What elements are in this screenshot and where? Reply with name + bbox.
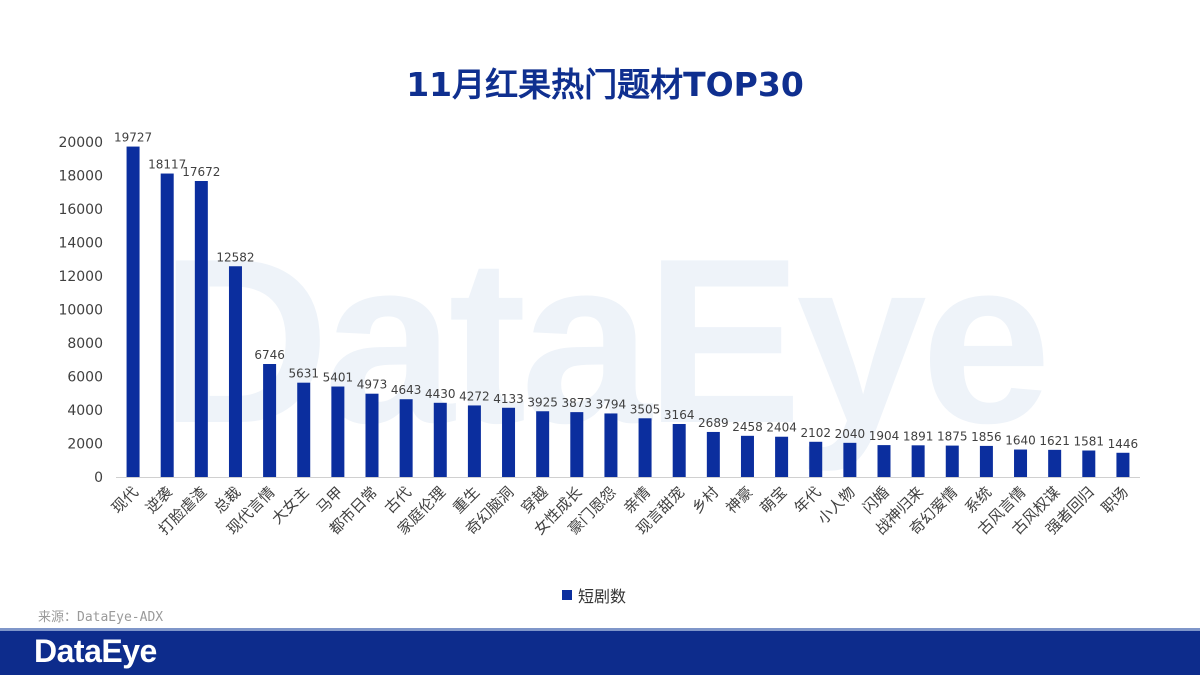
bar [706, 431, 720, 477]
legend-swatch [562, 590, 572, 600]
y-tick-label: 12000 [58, 269, 103, 285]
source-note: 来源：DataEye-ADX [38, 610, 164, 625]
bar [365, 393, 379, 477]
data-label: 2458 [732, 420, 763, 434]
x-tick-label: 现代 [108, 483, 142, 517]
x-tick-label: 大女主 [268, 483, 313, 528]
data-label: 1891 [903, 429, 934, 443]
y-tick-label: 4000 [67, 403, 103, 419]
bar [911, 445, 925, 477]
data-label: 1446 [1108, 437, 1139, 451]
chart-title: 11月红果热门题材TOP30 [406, 65, 804, 104]
x-tick-label: 小人物 [814, 483, 859, 528]
bar [945, 445, 959, 477]
data-label: 2040 [835, 427, 866, 441]
bar [1116, 452, 1130, 477]
data-label: 3925 [527, 395, 558, 409]
data-label: 3873 [562, 396, 593, 410]
data-label: 2102 [800, 426, 831, 440]
data-label: 1875 [937, 430, 968, 444]
bar [160, 173, 174, 477]
data-label: 4272 [459, 389, 490, 403]
data-label: 1856 [971, 430, 1002, 444]
y-tick-label: 10000 [58, 303, 103, 319]
y-tick-label: 16000 [58, 202, 103, 218]
data-label: 5401 [323, 371, 354, 385]
bar [467, 405, 481, 477]
x-tick-label: 神豪 [722, 483, 756, 517]
bar [877, 445, 891, 477]
bar [399, 399, 413, 477]
data-label: 2689 [698, 416, 729, 430]
data-label: 2404 [766, 421, 797, 435]
data-label: 19727 [114, 131, 152, 145]
x-tick-label: 萌宝 [756, 483, 790, 517]
x-tick-label: 乡村 [688, 483, 722, 517]
data-label: 3164 [664, 408, 695, 422]
data-label: 6746 [254, 348, 285, 362]
bar [979, 445, 993, 477]
brand-logo: DataEye [34, 633, 157, 669]
legend: 短剧数 [562, 583, 626, 607]
data-label: 1904 [869, 429, 900, 443]
footer-bar: DataEye [0, 628, 1200, 675]
bar [126, 146, 140, 477]
bar [194, 180, 208, 477]
bar [502, 407, 516, 477]
data-label: 1640 [1005, 434, 1036, 448]
bar [638, 418, 652, 477]
bar [331, 386, 345, 477]
y-tick-label: 2000 [67, 437, 103, 453]
y-tick-label: 14000 [58, 236, 103, 252]
data-label: 17672 [182, 165, 220, 179]
bar [1082, 450, 1096, 477]
y-tick-label: 6000 [67, 370, 103, 386]
bar [570, 412, 584, 477]
data-label: 1621 [1039, 434, 1070, 448]
bar [228, 266, 242, 477]
bar [809, 441, 823, 477]
bar [263, 364, 277, 477]
bar [604, 413, 618, 477]
bar [775, 436, 789, 477]
y-tick-label: 0 [94, 470, 103, 486]
bar [1014, 449, 1028, 477]
bar [1048, 449, 1062, 477]
data-label: 3505 [630, 402, 661, 416]
legend-label: 短剧数 [578, 587, 627, 606]
bar [297, 382, 311, 477]
y-tick-label: 18000 [58, 169, 103, 185]
bar [672, 424, 686, 477]
data-label: 4133 [493, 392, 524, 406]
data-label: 4973 [357, 378, 388, 392]
bar [433, 402, 447, 477]
bar [740, 435, 754, 477]
y-tick-label: 8000 [67, 336, 103, 352]
x-tick-label: 职场 [1098, 483, 1132, 517]
data-label: 18117 [148, 158, 186, 172]
data-label: 3794 [596, 397, 627, 411]
bar [536, 411, 550, 477]
data-label: 4430 [425, 387, 456, 401]
data-label: 1581 [1074, 435, 1105, 449]
y-tick-label: 20000 [58, 135, 103, 151]
data-label: 4643 [391, 383, 422, 397]
bar [843, 442, 857, 477]
data-label: 12582 [216, 250, 254, 264]
data-label: 5631 [288, 367, 319, 381]
